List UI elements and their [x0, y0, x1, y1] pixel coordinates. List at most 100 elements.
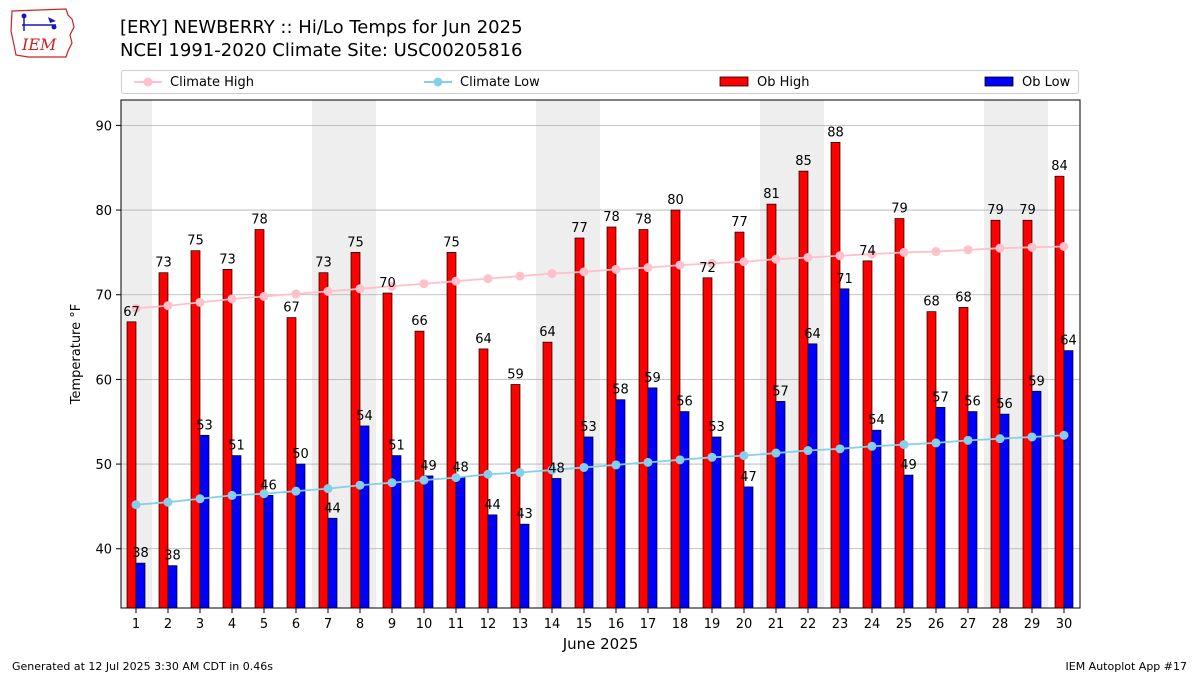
x-tick-label: 29 [1024, 617, 1041, 632]
data-label-ob-high: 73 [315, 256, 332, 271]
data-label-ob-high: 80 [667, 193, 684, 208]
climate-low-point [611, 460, 621, 470]
climate-low-point [835, 444, 845, 454]
data-label-ob-high: 79 [1019, 203, 1036, 218]
legend-label: Climate Low [460, 74, 540, 90]
y-tick-label: 40 [95, 543, 112, 558]
legend-climate-low: Climate Low [424, 71, 540, 93]
legend-label: Climate High [170, 74, 255, 90]
logo-text: IEM [21, 35, 57, 54]
bar-ob-low [167, 565, 178, 609]
chart-title: [ERY] NEWBERRY :: Hi/Lo Temps for Jun 20… [120, 17, 523, 38]
x-tick-label: 21 [768, 617, 785, 632]
data-label-ob-low: 53 [580, 420, 597, 435]
bar-ob-low [743, 486, 754, 609]
y-tick-label: 50 [95, 458, 112, 473]
bar-ob-low [615, 399, 626, 609]
data-label-ob-high: 70 [379, 276, 396, 291]
data-label-ob-high: 66 [411, 314, 428, 329]
climate-low-point [707, 452, 717, 462]
data-label-ob-high: 75 [347, 235, 364, 250]
data-label-ob-low: 48 [548, 461, 565, 476]
chart-legend: Climate High Climate Low Ob High Ob Low [121, 70, 1079, 94]
data-label-ob-high: 84 [1051, 159, 1068, 174]
plot-frame [120, 99, 1081, 609]
x-tick-label: 8 [356, 617, 364, 632]
data-label-ob-high: 77 [731, 215, 748, 230]
climate-high-point [1059, 241, 1069, 251]
climate-high-point [707, 258, 717, 268]
x-tick-label: 19 [704, 617, 721, 632]
climate-low-point [291, 486, 301, 496]
climate-high-point [387, 281, 397, 291]
bar-ob-low [327, 517, 338, 609]
climate-low-point [547, 465, 557, 475]
x-tick-label: 2 [164, 617, 172, 632]
bar-ob-high [638, 229, 649, 609]
data-label-ob-high: 78 [603, 210, 620, 225]
legend-ob-low: Ob Low [984, 71, 1070, 93]
climate-high-point [931, 247, 941, 257]
climate-low-line [135, 434, 1065, 506]
bar-ob-low [871, 429, 882, 609]
climate-high-point [803, 252, 813, 262]
legend-label: Ob High [757, 74, 810, 90]
bar-ob-low [583, 436, 594, 609]
x-tick-label: 6 [292, 617, 300, 632]
data-label-ob-low: 48 [452, 461, 469, 476]
climate-high-point [835, 251, 845, 261]
x-tick-label: 4 [228, 617, 236, 632]
bar-ob-low [903, 474, 914, 609]
data-label-ob-low: 57 [772, 384, 789, 399]
climate-high-point [1027, 242, 1037, 252]
x-tick-label: 30 [1056, 617, 1073, 632]
x-tick-label: 24 [864, 617, 881, 632]
legend-line-marker-icon [134, 77, 162, 87]
climate-low-point [1059, 430, 1069, 440]
climate-high-point [163, 301, 173, 311]
climate-high-point [547, 269, 557, 279]
data-label-ob-high: 78 [251, 213, 268, 228]
bar-ob-high [926, 311, 937, 609]
bar-ob-high [446, 252, 457, 609]
x-tick-label: 1 [132, 617, 140, 632]
climate-low-point [419, 475, 429, 485]
climate-high-point [739, 257, 749, 267]
climate-high-point [867, 249, 877, 259]
bar-ob-low [647, 387, 658, 609]
bar-ob-low [935, 406, 946, 609]
climate-low-point [995, 434, 1005, 444]
app-note: IEM Autoplot App #17 [1065, 660, 1188, 673]
climate-low-point [163, 497, 173, 507]
chart-subtitle: NCEI 1991-2020 Climate Site: USC00205816 [120, 40, 523, 61]
bar-ob-high [1054, 175, 1065, 609]
y-tick-label: 60 [95, 373, 112, 388]
x-tick-label: 16 [608, 617, 625, 632]
data-label-ob-low: 38 [132, 546, 149, 561]
data-label-ob-low: 54 [868, 413, 885, 428]
bar-ob-low [135, 562, 146, 609]
bar-ob-high [894, 218, 905, 609]
bar-ob-high [126, 321, 137, 609]
climate-high-point [515, 271, 525, 281]
x-tick-label: 20 [736, 617, 753, 632]
climate-low-point [259, 489, 269, 499]
climate-high-point [291, 289, 301, 299]
data-label-ob-high: 75 [443, 235, 460, 250]
bar-ob-high [990, 219, 1001, 609]
x-axis-label: June 2025 [562, 635, 639, 653]
legend-ob-high: Ob High [719, 71, 810, 93]
bar-ob-high [766, 203, 777, 609]
bar-ob-low [551, 478, 562, 609]
climate-high-point [419, 279, 429, 289]
data-label-ob-low: 46 [260, 478, 277, 493]
x-tick-label: 27 [960, 617, 977, 632]
legend-swatch-icon [984, 76, 1014, 87]
x-tick-label: 11 [448, 617, 465, 632]
bar-ob-low [679, 411, 690, 609]
climate-low-point [195, 494, 205, 504]
climate-high-point [323, 286, 333, 296]
bar-ob-low [455, 477, 466, 609]
climate-high-point [771, 254, 781, 264]
